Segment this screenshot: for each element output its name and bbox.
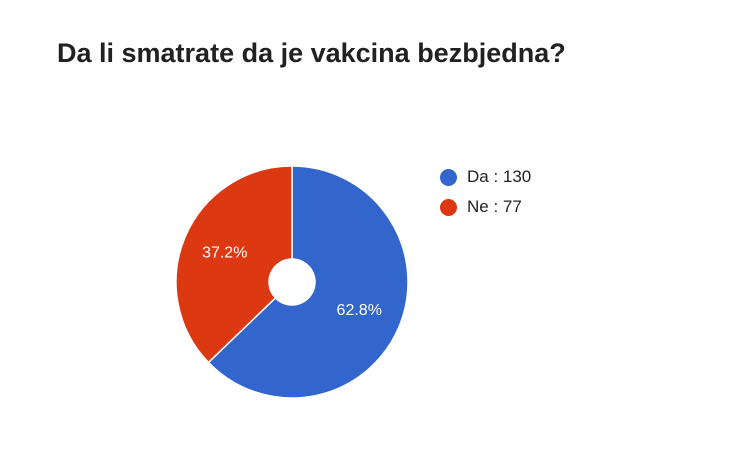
chart-title: Da li smatrate da je vakcina bezbjedna?	[57, 38, 566, 68]
legend-marker-ne	[440, 198, 457, 216]
slice-label-ne: 37.2%	[202, 245, 247, 262]
legend-item-ne[interactable]: Ne : 77	[440, 192, 531, 222]
legend-item-da[interactable]: Da : 130	[440, 162, 531, 192]
legend-label-ne: Ne : 77	[467, 197, 522, 216]
legend-label-da: Da : 130	[467, 167, 532, 186]
slice-da[interactable]	[207, 165, 409, 399]
chart-legend: Da : 130 Ne : 77	[440, 162, 531, 222]
legend-marker-da	[440, 168, 457, 186]
slice-label-da: 62.8%	[337, 302, 382, 319]
slice-ne[interactable]	[175, 165, 293, 364]
